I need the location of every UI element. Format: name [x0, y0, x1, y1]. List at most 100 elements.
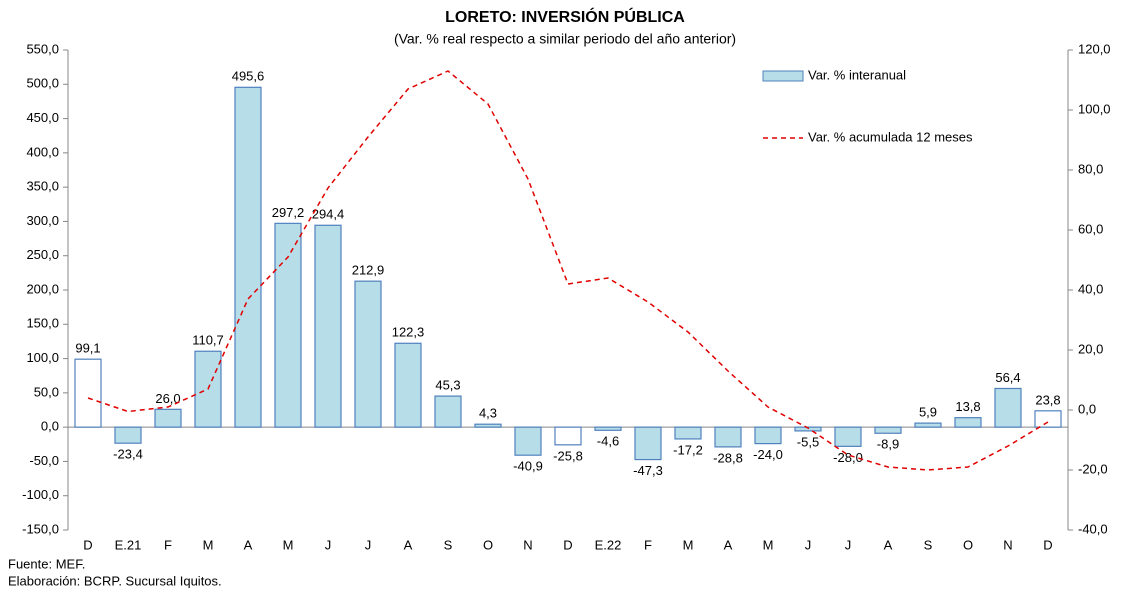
value-label: 56,4 [995, 370, 1020, 385]
x-tick-label: J [325, 537, 332, 552]
bar [114, 426, 142, 444]
y2-tick-label: 120,0 [1078, 41, 1111, 56]
y-tick-label: 550,0 [26, 41, 59, 56]
x-tick-label: O [963, 537, 973, 552]
legend-label: Var. % interanual [808, 67, 906, 82]
x-tick-label: S [924, 537, 933, 552]
x-tick-label: J [805, 537, 812, 552]
value-label: -47,3 [633, 463, 663, 478]
x-tick-label: M [763, 537, 774, 552]
bar [434, 395, 462, 428]
x-tick-label: E.21 [115, 537, 142, 552]
value-label: -25,8 [553, 448, 583, 463]
source-note: Fuente: MEF. [8, 556, 85, 571]
y-tick-label: -150,0 [22, 521, 59, 536]
bar [554, 426, 582, 446]
value-label: 297,2 [272, 205, 305, 220]
bar [274, 222, 302, 428]
bar [234, 86, 262, 428]
bar [674, 426, 702, 440]
x-tick-label: E.22 [595, 537, 622, 552]
value-label: 110,7 [192, 333, 224, 348]
x-tick-label: A [724, 537, 733, 552]
bar [314, 224, 342, 428]
x-tick-label: S [444, 537, 453, 552]
bar [754, 426, 782, 445]
value-label: -23,4 [113, 447, 143, 462]
legend-swatch [762, 70, 804, 82]
y-tick-label: 450,0 [26, 110, 59, 125]
x-tick-label: J [365, 537, 372, 552]
bar [914, 422, 942, 428]
x-tick-label: A [244, 537, 253, 552]
value-label: 99,1 [75, 341, 100, 356]
bar [594, 426, 622, 431]
value-label: 45,3 [435, 378, 460, 393]
bar [994, 387, 1022, 428]
y-tick-label: 200,0 [26, 281, 59, 296]
y-tick-label: 500,0 [26, 76, 59, 91]
value-label: -28,8 [713, 450, 743, 465]
y-tick-label: 400,0 [26, 144, 59, 159]
value-label: 212,9 [352, 263, 385, 278]
value-label: -40,9 [513, 459, 543, 474]
y2-tick-label: 0,0 [1078, 401, 1096, 416]
x-tick-label: F [164, 537, 172, 552]
y2-tick-label: 80,0 [1078, 161, 1103, 176]
bar [154, 408, 182, 428]
value-label: 495,6 [232, 69, 265, 84]
value-label: 294,4 [312, 207, 345, 222]
value-label: 4,3 [479, 406, 497, 421]
bar [394, 342, 422, 428]
value-label: -17,2 [673, 442, 703, 457]
value-label: -4,6 [597, 434, 619, 449]
value-label: -5,5 [797, 434, 819, 449]
bar [794, 426, 822, 432]
value-label: 13,8 [955, 399, 980, 414]
bar [474, 423, 502, 428]
chart-subtitle: (Var. % real respecto a similar periodo … [394, 31, 736, 47]
x-tick-label: M [283, 537, 294, 552]
y-tick-label: -50,0 [29, 453, 59, 468]
y2-tick-label: -20,0 [1078, 461, 1108, 476]
x-tick-label: D [563, 537, 572, 552]
y-tick-label: 100,0 [26, 350, 59, 365]
y2-tick-label: 40,0 [1078, 281, 1103, 296]
x-tick-label: N [523, 537, 532, 552]
bar [954, 417, 982, 428]
x-tick-label: A [884, 537, 893, 552]
x-tick-label: F [644, 537, 652, 552]
y-tick-label: 350,0 [26, 179, 59, 194]
value-label: 26,0 [155, 391, 180, 406]
x-tick-label: M [203, 537, 214, 552]
bar [834, 426, 862, 447]
bar [714, 426, 742, 448]
x-tick-label: A [404, 537, 413, 552]
y-tick-label: -100,0 [22, 487, 59, 502]
x-tick-label: J [845, 537, 852, 552]
bar [74, 358, 102, 428]
value-label: 5,9 [919, 405, 937, 420]
y-tick-label: 50,0 [34, 384, 59, 399]
x-tick-label: D [1043, 537, 1052, 552]
legend-label: Var. % acumulada 12 meses [808, 129, 973, 144]
bar [1034, 410, 1062, 428]
x-tick-label: M [683, 537, 694, 552]
y-tick-label: 150,0 [26, 316, 59, 331]
y-tick-label: 0,0 [41, 419, 59, 434]
value-label: -28,0 [833, 450, 863, 465]
value-label: -24,0 [753, 447, 783, 462]
y2-tick-label: 20,0 [1078, 341, 1103, 356]
y2-tick-label: 60,0 [1078, 221, 1103, 236]
bar [634, 426, 662, 461]
x-tick-label: N [1003, 537, 1012, 552]
value-label: -8,9 [877, 437, 899, 452]
chart-title: LORETO: INVERSIÓN PÚBLICA [445, 7, 685, 26]
line [87, 70, 1049, 471]
bar [354, 280, 382, 428]
x-tick-label: D [83, 537, 92, 552]
source-note: Elaboración: BCRP. Sucursal Iquitos. [8, 573, 222, 588]
y2-tick-label: 100,0 [1078, 101, 1111, 116]
bar [514, 426, 542, 456]
